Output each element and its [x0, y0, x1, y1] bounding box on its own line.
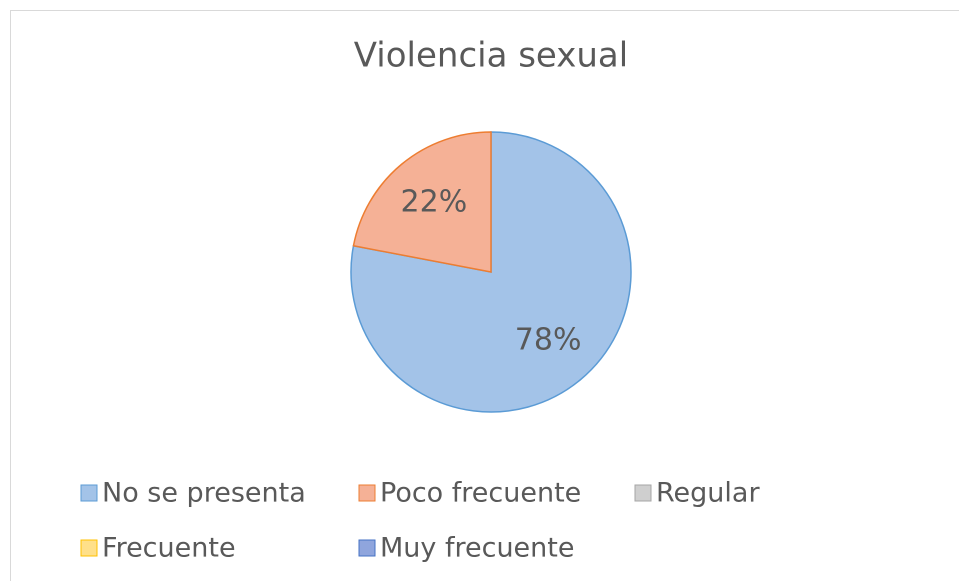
legend-swatch: [358, 484, 376, 502]
legend-swatch: [634, 484, 652, 502]
legend-label: No se presenta: [102, 478, 306, 509]
legend-swatch: [358, 539, 376, 557]
legend-swatch: [80, 539, 98, 557]
data-label: 22%: [401, 184, 468, 219]
pie-slice: [352, 131, 492, 273]
legend-label: Poco frecuente: [380, 478, 581, 509]
legend-label: Frecuente: [102, 533, 236, 564]
legend-label: Muy frecuente: [380, 533, 574, 564]
legend-label: Regular: [656, 478, 760, 509]
legend-swatch: [80, 484, 98, 502]
data-label: 78%: [515, 323, 582, 358]
chart-title: Violencia sexual: [354, 36, 628, 76]
